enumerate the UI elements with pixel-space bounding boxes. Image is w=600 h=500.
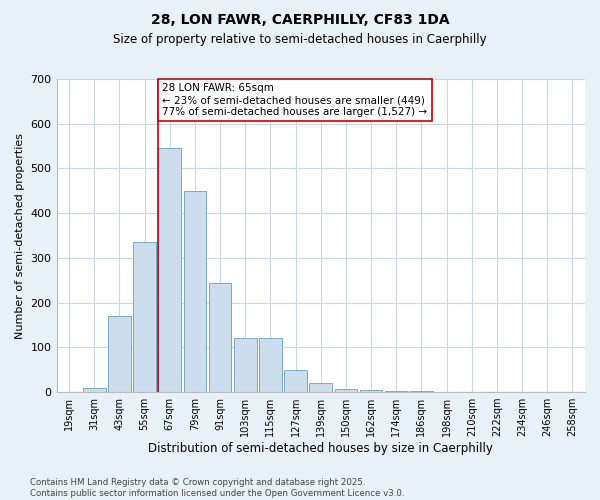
Bar xyxy=(133,242,156,392)
Bar xyxy=(259,338,282,392)
Bar xyxy=(284,370,307,392)
Bar xyxy=(310,383,332,392)
Text: Size of property relative to semi-detached houses in Caerphilly: Size of property relative to semi-detach… xyxy=(113,32,487,46)
Y-axis label: Number of semi-detached properties: Number of semi-detached properties xyxy=(15,132,25,338)
Bar xyxy=(335,388,357,392)
Bar xyxy=(184,191,206,392)
Text: 28 LON FAWR: 65sqm
← 23% of semi-detached houses are smaller (449)
77% of semi-d: 28 LON FAWR: 65sqm ← 23% of semi-detache… xyxy=(162,84,427,116)
Bar xyxy=(158,148,181,392)
Bar xyxy=(108,316,131,392)
Bar xyxy=(83,388,106,392)
Text: Contains HM Land Registry data © Crown copyright and database right 2025.
Contai: Contains HM Land Registry data © Crown c… xyxy=(30,478,404,498)
Bar xyxy=(209,282,232,392)
X-axis label: Distribution of semi-detached houses by size in Caerphilly: Distribution of semi-detached houses by … xyxy=(148,442,493,455)
Bar xyxy=(234,338,257,392)
Text: 28, LON FAWR, CAERPHILLY, CF83 1DA: 28, LON FAWR, CAERPHILLY, CF83 1DA xyxy=(151,12,449,26)
Bar xyxy=(410,390,433,392)
Bar xyxy=(385,390,407,392)
Bar xyxy=(360,390,382,392)
